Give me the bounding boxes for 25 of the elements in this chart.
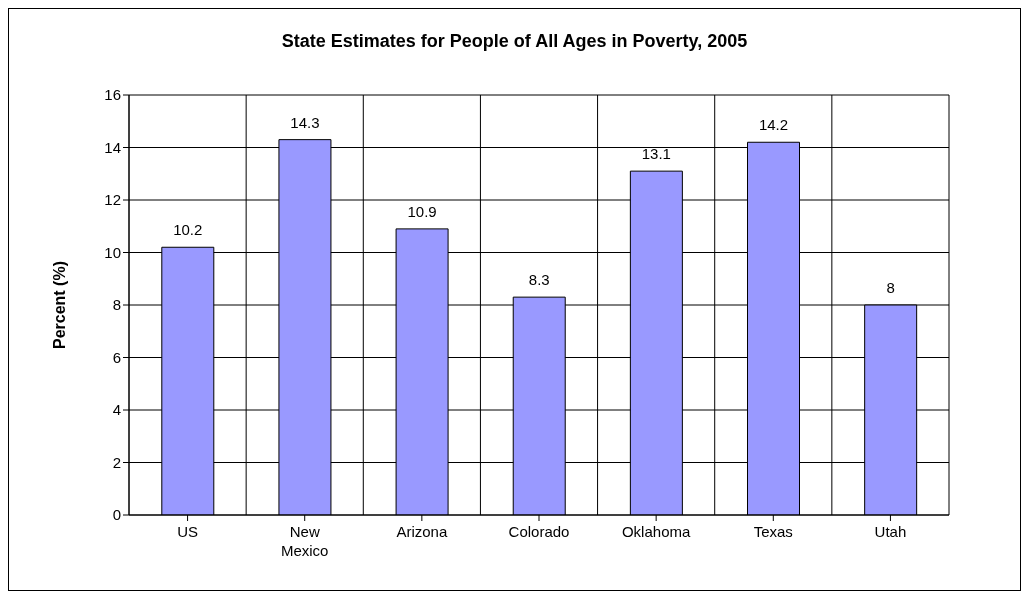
y-tick-label: 0: [112, 506, 121, 524]
data-label: 10.9: [407, 202, 437, 220]
x-tick-label: New Mexico: [280, 523, 329, 559]
data-label: 8.3: [528, 271, 550, 289]
y-tick-label: 10: [104, 243, 121, 261]
y-tick-label: 12: [104, 191, 121, 209]
y-tick-label: 6: [112, 348, 121, 366]
chart-title: State Estimates for People of All Ages in Poverty, 2005: [280, 31, 749, 53]
y-tick-label: 8: [112, 296, 121, 314]
x-tick-label: Oklahoma: [621, 523, 691, 540]
y-axis-title: Percent (%): [50, 260, 68, 350]
x-tick-label: US: [177, 523, 198, 540]
y-tick-label: 16: [104, 86, 121, 104]
y-tick-label: 2: [112, 453, 121, 471]
x-tick-label: Utah: [874, 523, 907, 540]
x-tick-label: Texas: [753, 523, 793, 540]
y-tick-label: 4: [112, 401, 121, 419]
x-tick-label: Arizona: [396, 523, 448, 540]
data-label: 10.2: [173, 221, 203, 239]
data-label: 14.2: [758, 116, 789, 134]
y-tick-label: 14: [104, 138, 121, 156]
data-label: 13.1: [641, 145, 671, 163]
data-label: 14.3: [290, 113, 320, 131]
data-label: 8: [886, 279, 895, 296]
x-tick-label: Colorado: [508, 523, 570, 540]
